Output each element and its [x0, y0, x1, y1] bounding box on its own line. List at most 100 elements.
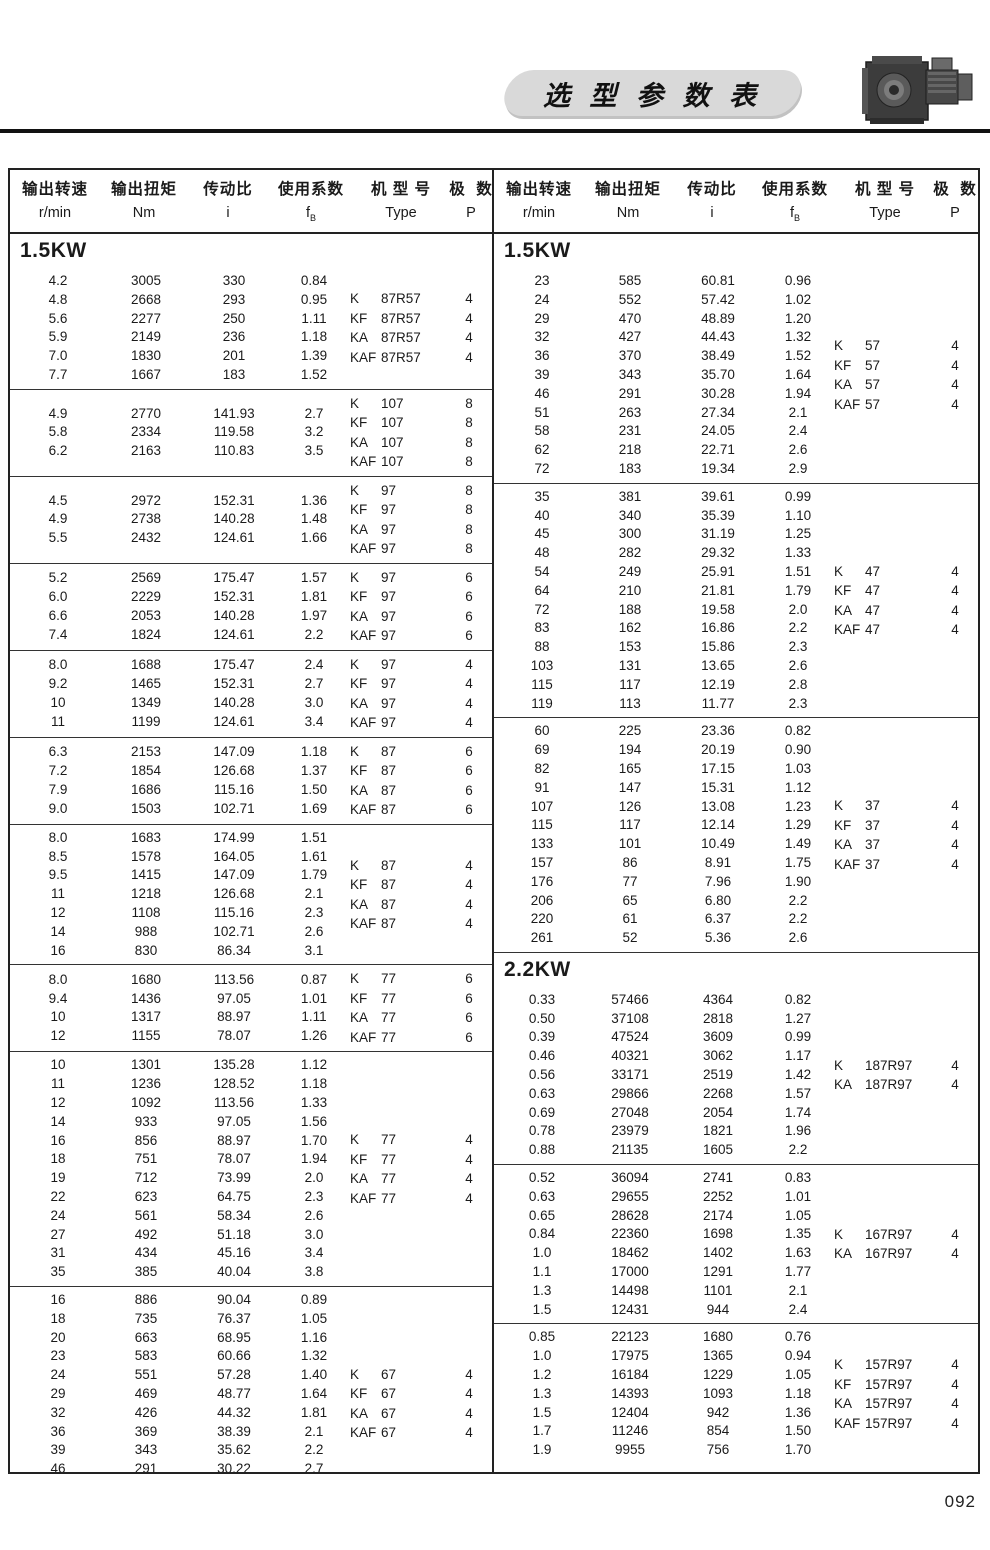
data-cell: 27048 — [611, 1104, 649, 1120]
pole-count: 4 — [465, 1171, 473, 1187]
data-cell: 250 — [222, 310, 246, 326]
data-cell: 330 — [222, 273, 246, 288]
data-cell: 0.99 — [784, 488, 812, 504]
data-cell: 1218 — [130, 886, 162, 902]
data-cell: 175.47 — [213, 570, 255, 586]
type-row: KF 97 4 — [350, 674, 490, 694]
data-cell: 23 — [50, 1348, 66, 1364]
data-cell: 10.49 — [701, 836, 735, 852]
header-label-cn: 传动比 — [687, 181, 737, 199]
type-model: 157R97 — [865, 1396, 913, 1412]
pole-count: 8 — [465, 482, 473, 498]
data-cell: 8.5 — [48, 848, 68, 864]
data-cell: 35.39 — [701, 507, 735, 523]
data-cell: 1.11 — [301, 310, 327, 326]
data-block: 0.52 36094 2741 0.83 0.63 29655 2252 1.01 0.65 28… — [494, 1165, 978, 1325]
data-cell: 14498 — [611, 1282, 649, 1298]
type-row: K 97 8 — [350, 481, 490, 501]
data-cell: 1.9 — [532, 1442, 552, 1458]
pole-count: 4 — [951, 622, 959, 638]
data-cell: 2252 — [702, 1188, 734, 1204]
data-cell: 2.6 — [304, 1207, 324, 1223]
data-cell: 2.1 — [304, 1423, 324, 1439]
type-model: 67 — [381, 1366, 397, 1382]
data-cell: 0.90 — [784, 742, 812, 758]
data-cell: 2.3 — [788, 639, 808, 655]
type-model: 97 — [381, 502, 397, 518]
data-cell: 210 — [618, 582, 642, 598]
data-cell: 225 — [618, 723, 642, 739]
data-cell: 1101 — [703, 1282, 733, 1298]
type-model: 87R57 — [381, 349, 421, 365]
data-cell: 117 — [619, 817, 641, 833]
data-cell: 1.81 — [300, 588, 328, 604]
pole-count: 4 — [465, 695, 473, 711]
type-prefix: KA — [834, 1077, 853, 1093]
data-cell: 291 — [134, 1461, 158, 1472]
data-cell: 1.0 — [532, 1245, 552, 1261]
data-cell: 68.95 — [217, 1329, 251, 1345]
data-cell: 1578 — [130, 848, 162, 864]
data-cell: 1.75 — [784, 854, 812, 870]
type-list: K 87 4 KF 87 4 KA 87 4 KAF 87 4 — [350, 856, 492, 934]
data-cell: 0.63 — [528, 1085, 556, 1101]
type-row: KA 47 4 — [834, 601, 976, 621]
data-cell: 21135 — [611, 1142, 649, 1158]
selection-parameter-table: 输出转速 r/min 输出扭矩 Nm 传动比 i 使用系数 fB 机 型 号 Type 极 数 P 1… — [8, 168, 980, 1474]
data-cell: 69 — [534, 742, 550, 758]
data-cell: 30.28 — [701, 385, 735, 401]
data-cell: 2174 — [702, 1207, 734, 1223]
type-model: 107 — [381, 415, 404, 431]
header-cell: 使用系数 fB — [268, 178, 354, 226]
type-row: K 157R97 4 — [834, 1355, 976, 1375]
data-grid: 35 381 39.61 0.99 40 340 35.39 1.10 45 300 31.19 1.… — [498, 488, 834, 714]
data-cell: 1.2 — [532, 1367, 552, 1383]
type-row: KA 107 8 — [350, 433, 490, 453]
data-cell: 2.6 — [788, 930, 808, 946]
data-cell: 1.52 — [300, 366, 328, 382]
pole-count: 4 — [465, 1405, 473, 1421]
data-cell: 370 — [618, 348, 642, 364]
data-cell: 83 — [534, 620, 550, 636]
data-cell: 1.25 — [784, 526, 812, 542]
data-cell: 19.34 — [701, 460, 735, 476]
data-cell: 0.50 — [528, 1010, 556, 1026]
data-cell: 0.82 — [784, 991, 812, 1007]
data-cell: 1.94 — [300, 1151, 328, 1167]
data-cell: 39 — [534, 366, 550, 382]
pole-count: 4 — [951, 1077, 959, 1093]
type-model: 87 — [381, 782, 397, 798]
data-cell: 97.05 — [217, 1113, 251, 1129]
data-cell: 65 — [622, 892, 638, 908]
data-cell: 174.99 — [213, 829, 255, 845]
data-cell: 12.19 — [701, 676, 735, 692]
data-cell: 1.42 — [784, 1067, 812, 1083]
data-cell: 32 — [534, 329, 550, 345]
header-label-en: Type — [385, 205, 417, 222]
header-label-cn: 输出转速 — [21, 181, 88, 199]
data-cell: 1365 — [702, 1348, 734, 1364]
data-cell: 2972 — [130, 492, 162, 508]
type-model: 97 — [381, 695, 397, 711]
data-cell: 124.61 — [213, 713, 255, 729]
data-cell: 33171 — [611, 1067, 649, 1083]
type-row: KA 77 4 — [350, 1169, 490, 1189]
data-cell: 2668 — [130, 291, 162, 307]
data-cell: 2053 — [130, 607, 162, 623]
data-cell: 1.18 — [300, 1076, 328, 1092]
data-cell: 3.1 — [304, 942, 324, 958]
data-cell: 1503 — [130, 800, 162, 816]
data-cell: 1.51 — [300, 829, 328, 845]
data-cell: 1.36 — [784, 1404, 812, 1420]
data-cell: 22.71 — [701, 442, 735, 458]
pole-count: 4 — [465, 310, 473, 326]
data-block: 6.3 2153 147.09 1.18 7.2 1854 126.68 1.37 7.9 168… — [10, 738, 492, 825]
data-cell: 1.5 — [532, 1404, 552, 1420]
type-prefix: KAF — [834, 396, 861, 412]
type-prefix: K — [350, 569, 360, 585]
data-cell: 7.2 — [48, 762, 68, 778]
header-cell: 传动比 i — [672, 178, 752, 226]
type-prefix: KAF — [350, 541, 377, 557]
pole-count: 8 — [465, 434, 473, 450]
data-cell: 0.56 — [528, 1067, 556, 1083]
